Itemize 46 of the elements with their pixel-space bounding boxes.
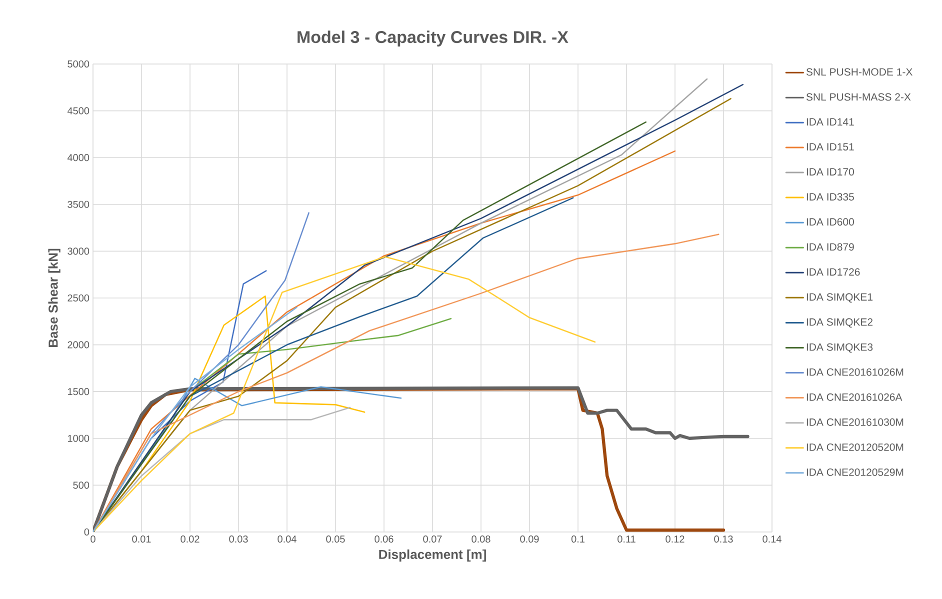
y-tick-label: 3000	[68, 248, 90, 255]
legend-label: IDA SIMQKE2	[806, 318, 873, 328]
legend-label: IDA CNE20161030M	[806, 418, 904, 426]
legend-label: IDA CNE20120529M	[806, 468, 904, 476]
legend-label: IDA ID141	[806, 118, 854, 126]
legend-label: IDA SIMQKE1	[806, 293, 873, 303]
x-tick-label: 0.04	[278, 536, 296, 543]
legend-label: SNL PUSH-MODE 1-X	[806, 68, 912, 76]
legend-label: IDA SIMQKE3	[806, 343, 873, 353]
x-tick-label: 0.09	[520, 536, 539, 543]
x-tick-label: 0.03	[229, 536, 248, 543]
y-tick-label: 4000	[67, 154, 90, 162]
x-tick-label: 0.05	[326, 536, 345, 543]
x-tick-label: 0.07	[423, 536, 442, 543]
legend-label: IDA ID600	[806, 218, 854, 226]
y-tick-label: 4500	[67, 107, 90, 114]
legend-label: IDA ID879	[806, 243, 854, 251]
legend-label: IDA CNE20161026M	[806, 368, 904, 376]
x-axis-title: Displacement [m]	[379, 549, 486, 562]
x-tick-label: 0.1	[571, 536, 584, 543]
y-tick-label: 1000	[68, 434, 90, 442]
x-tick-label: 0.08	[472, 536, 490, 543]
y-tick-label: 3500	[68, 200, 90, 208]
chart-title: Model 3 - Capacity Curves DIR. -X	[298, 30, 568, 46]
y-tick-label: 2500	[68, 294, 90, 302]
x-tick-label: 0.14	[762, 536, 782, 543]
legend-label: IDA ID335	[806, 193, 854, 201]
y-tick-label: 500	[73, 482, 90, 489]
legend-label: IDA CNE20161026A	[806, 393, 902, 401]
x-tick-label: 0.01	[132, 536, 151, 543]
x-tick-label: 0.06	[374, 536, 394, 543]
x-tick-label: 0.13	[714, 536, 733, 543]
x-tick-label: 0.11	[618, 536, 636, 543]
y-axis-title: Base Shear [kN]	[48, 248, 60, 347]
legend-label: IDA ID170	[806, 168, 854, 176]
legend-label: IDA ID151	[806, 143, 854, 151]
x-tick-label: 0.02	[180, 536, 200, 543]
legend-label: IDA ID1726	[806, 268, 860, 276]
x-tick-label: 0.12	[666, 536, 684, 543]
y-tick-label: 2000	[68, 341, 90, 348]
legend-label: IDA CNE20120520M	[806, 443, 904, 451]
x-tick-label: 0	[90, 536, 96, 543]
legend-label: SNL PUSH-MASS 2-X	[806, 93, 911, 101]
y-tick-label: 5000	[68, 60, 90, 68]
y-tick-label: 1500	[68, 388, 90, 396]
y-tick-label: 0	[84, 528, 90, 536]
